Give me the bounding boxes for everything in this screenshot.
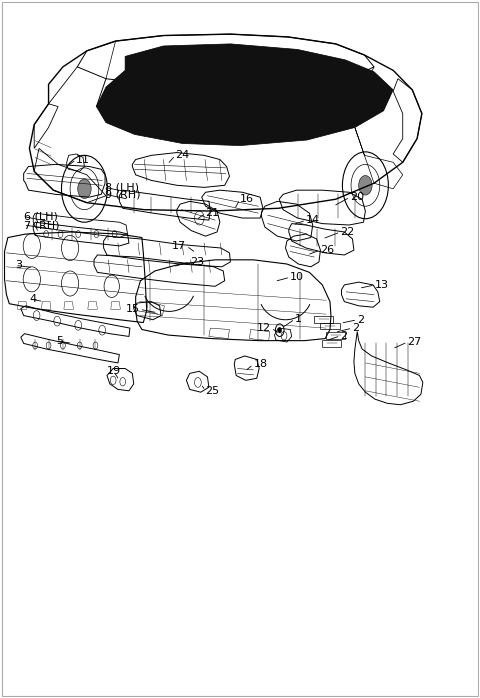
Polygon shape bbox=[96, 44, 393, 146]
Text: 10: 10 bbox=[290, 272, 304, 282]
Text: 12: 12 bbox=[257, 323, 271, 333]
Text: 26: 26 bbox=[321, 245, 335, 255]
Text: 9 (RH): 9 (RH) bbox=[105, 189, 141, 200]
Text: 7 (RH): 7 (RH) bbox=[24, 220, 59, 230]
Text: 14: 14 bbox=[306, 215, 320, 225]
Text: 27: 27 bbox=[408, 337, 422, 347]
Circle shape bbox=[359, 175, 372, 195]
Text: 1: 1 bbox=[295, 314, 302, 324]
Text: 4: 4 bbox=[29, 294, 36, 304]
Text: 2: 2 bbox=[352, 323, 360, 333]
Text: 2: 2 bbox=[357, 315, 364, 325]
Text: 15: 15 bbox=[125, 304, 140, 314]
Text: 16: 16 bbox=[240, 194, 254, 205]
Text: 5: 5 bbox=[56, 336, 63, 346]
Text: 2: 2 bbox=[340, 331, 348, 341]
Text: 23: 23 bbox=[190, 257, 204, 267]
Text: 19: 19 bbox=[107, 366, 120, 376]
Text: 18: 18 bbox=[253, 359, 267, 369]
Circle shape bbox=[78, 179, 91, 198]
Text: 22: 22 bbox=[340, 227, 355, 237]
Text: 13: 13 bbox=[375, 280, 389, 290]
Text: 25: 25 bbox=[205, 386, 220, 396]
Text: 17: 17 bbox=[172, 241, 186, 251]
Text: 24: 24 bbox=[175, 150, 190, 161]
Text: 6 (LH): 6 (LH) bbox=[24, 211, 58, 222]
Text: 21: 21 bbox=[205, 208, 220, 218]
Circle shape bbox=[278, 327, 282, 333]
Text: 3: 3 bbox=[15, 260, 22, 270]
Text: 11: 11 bbox=[76, 154, 90, 165]
Text: 8 (LH): 8 (LH) bbox=[105, 182, 139, 193]
Text: 20: 20 bbox=[350, 192, 364, 202]
